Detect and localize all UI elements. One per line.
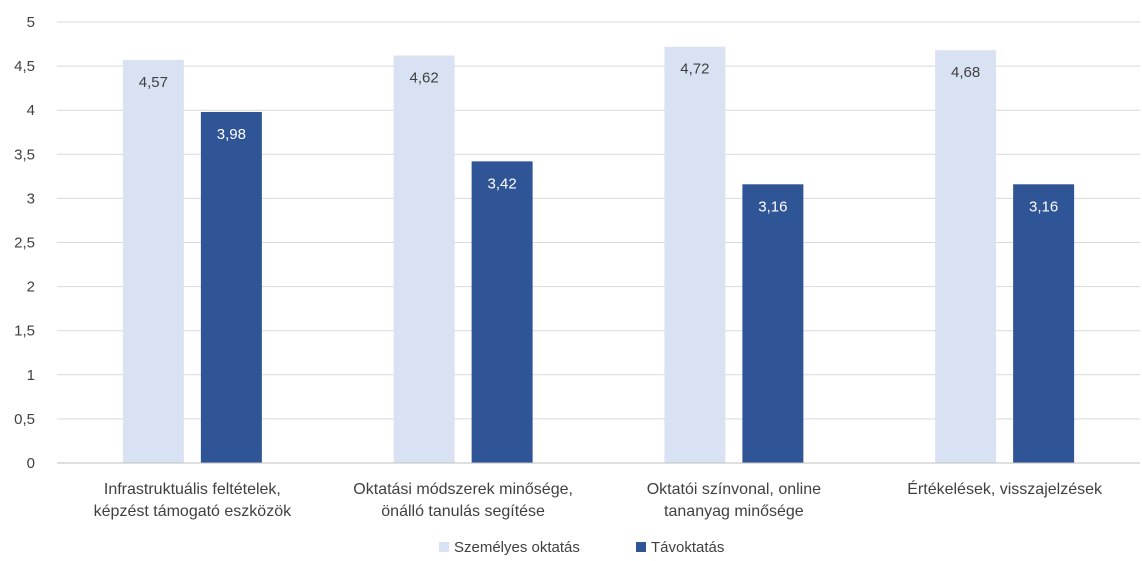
legend-label: Távoktatás xyxy=(651,539,724,556)
y-tick-label: 0,5 xyxy=(14,411,35,428)
category-label: Oktatási módszerek minősége, xyxy=(353,481,573,498)
bars xyxy=(122,46,1075,464)
y-tick-label: 1,5 xyxy=(14,323,35,340)
y-tick-label: 2,5 xyxy=(14,235,35,252)
bar xyxy=(742,184,804,463)
bar xyxy=(122,59,184,464)
data-label: 3,98 xyxy=(217,126,246,143)
legend-label: Személyes oktatás xyxy=(454,539,580,556)
category-label: önálló tanulás segítése xyxy=(381,503,545,520)
data-label: 4,68 xyxy=(951,64,980,81)
legend: Személyes oktatás Távoktatás xyxy=(439,539,724,556)
data-label: 4,72 xyxy=(680,61,709,78)
y-tick-label: 3 xyxy=(27,190,35,207)
category-label: tananyag minősége xyxy=(664,503,804,520)
y-tick-label: 4,5 xyxy=(14,58,35,75)
y-tick-label: 4 xyxy=(27,102,35,119)
y-tick-label: 0 xyxy=(27,455,35,472)
legend-swatch xyxy=(439,542,449,552)
category-label: Értékelések, visszajelzések xyxy=(907,479,1103,498)
bar xyxy=(935,50,997,463)
category-label: Infrastruktuális feltételek, xyxy=(104,481,281,498)
category-label: Oktatói színvonal, online xyxy=(647,481,821,498)
data-label: 3,42 xyxy=(488,175,517,192)
legend-swatch xyxy=(636,542,646,552)
bar xyxy=(1013,184,1075,463)
y-tick-label: 5 xyxy=(27,14,35,31)
y-tick-label: 2 xyxy=(27,279,35,296)
data-label: 3,16 xyxy=(1029,198,1058,215)
data-label: 3,16 xyxy=(758,198,787,215)
data-label: 4,62 xyxy=(410,70,439,87)
bar xyxy=(200,111,262,464)
bar xyxy=(393,55,455,464)
bar xyxy=(471,161,533,463)
data-labels: 4,57 3,98 4,62 3,42 4,72 3,16 4,68 3,16 xyxy=(139,61,1058,216)
category-label: képzést támogató eszközök xyxy=(94,503,292,520)
category-labels: Infrastruktuális feltételek, képzést támo… xyxy=(94,479,1103,520)
y-tick-label: 1 xyxy=(27,367,35,384)
y-axis-ticks: 0 0,5 1 1,5 2 2,5 3 3,5 4 4,5 5 xyxy=(14,14,35,472)
data-label: 4,57 xyxy=(139,74,168,91)
bar xyxy=(664,46,726,464)
y-tick-label: 3,5 xyxy=(14,146,35,163)
